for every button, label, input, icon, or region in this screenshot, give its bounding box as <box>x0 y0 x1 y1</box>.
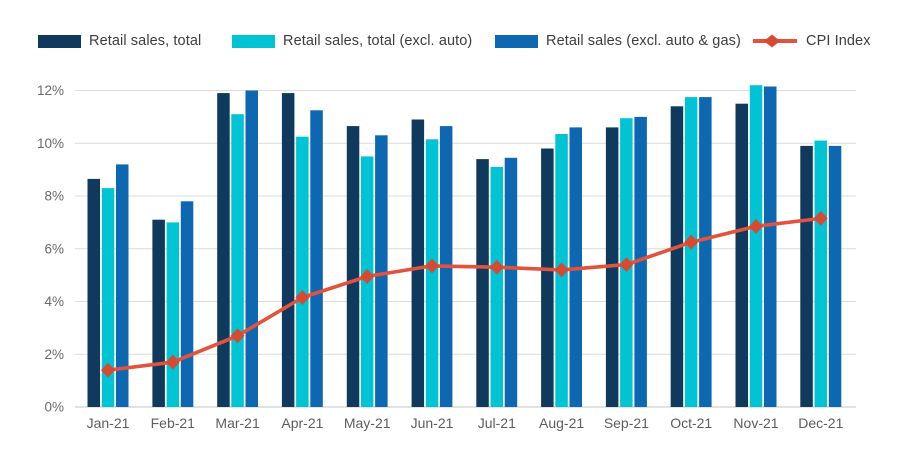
x-tick-label: Mar-21 <box>215 415 260 431</box>
bar-retail-total <box>411 119 425 407</box>
legend-item-retail-total: Retail sales, total <box>38 33 201 49</box>
bar-retail-excl-auto-gas <box>375 135 388 408</box>
bar-retail-total <box>800 145 813 407</box>
cpi-marker <box>295 290 310 306</box>
legend-item-retail-excl-auto-gas: Retail sales (excl. auto & gas) <box>495 33 741 49</box>
cpi-marker <box>619 257 634 273</box>
bar-retail-total <box>541 148 554 407</box>
bar-retail-total <box>476 159 489 407</box>
legend-item-retail-excl-auto: Retail sales, total (excl. auto) <box>232 33 472 49</box>
cpi-marker <box>230 328 245 344</box>
x-tick-label: Jul-21 <box>478 415 516 431</box>
bar-retail-excl-auto-gas <box>116 164 129 407</box>
cpi-marker <box>684 234 699 250</box>
bar-retail-excl-auto <box>296 136 309 407</box>
bar-retail-excl-auto-gas <box>245 90 258 407</box>
cpi-marker <box>165 354 180 370</box>
legend-label-retail-excl-auto-gas: Retail sales (excl. auto & gas) <box>546 33 741 49</box>
cpi-marker <box>101 362 115 378</box>
x-tick-label: Sep-21 <box>604 415 649 431</box>
legend-swatch-blue <box>495 34 538 48</box>
cpi-marker <box>360 268 375 284</box>
bar-retail-excl-auto-gas <box>634 116 647 408</box>
bar-retail-excl-auto-gas <box>828 145 842 407</box>
legend-swatch-cyan <box>232 34 275 48</box>
y-tick-label: 4% <box>44 294 64 309</box>
bar-retail-total <box>670 106 684 408</box>
bar-retail-total <box>735 103 748 407</box>
line-diamond-icon <box>752 34 798 48</box>
cpi-marker <box>749 218 763 234</box>
x-tick-label: Jun-21 <box>411 415 454 431</box>
x-tick-label: Aug-21 <box>539 415 584 431</box>
x-tick-label: Dec-21 <box>798 415 843 431</box>
bar-retail-excl-auto-gas <box>699 97 712 407</box>
bar-retail-excl-auto-gas <box>504 157 518 407</box>
bar-retail-total <box>152 219 165 407</box>
bar-retail-excl-auto-gas <box>310 110 323 408</box>
y-tick-label: 12% <box>37 83 64 98</box>
bar-retail-total <box>281 93 295 407</box>
bar-retail-excl-auto <box>166 222 180 407</box>
y-tick-label: 6% <box>44 241 64 256</box>
bar-retail-excl-auto <box>490 167 503 407</box>
legend-item-cpi-index: CPI Index <box>752 33 871 49</box>
bar-retail-total <box>217 93 230 407</box>
y-tick-label: 10% <box>37 136 64 151</box>
bar-retail-excl-auto <box>101 188 115 407</box>
cpi-marker <box>425 258 439 274</box>
legend-label-retail-total: Retail sales, total <box>89 33 202 49</box>
legend-swatch-navy <box>38 34 81 48</box>
cpi-line <box>106 216 823 372</box>
cpi-marker <box>554 262 569 278</box>
bar-retail-excl-auto <box>749 85 763 407</box>
cpi-marker <box>813 210 828 226</box>
legend-label-cpi-index: CPI Index <box>806 33 871 49</box>
bar-retail-excl-auto-gas <box>764 86 777 407</box>
x-tick-label: May-21 <box>344 415 391 431</box>
x-tick-label: Jan-21 <box>87 415 130 431</box>
y-tick-label: 0% <box>44 400 64 415</box>
x-tick-label: Feb-21 <box>151 415 196 431</box>
bar-retail-excl-auto <box>814 140 827 407</box>
bar-retail-excl-auto-gas <box>180 201 194 407</box>
x-tick-label: Apr-21 <box>281 415 323 431</box>
legend: Retail sales, total Retail sales, total … <box>0 0 900 60</box>
y-tick-label: 8% <box>44 189 64 204</box>
bar-retail-total <box>346 126 360 407</box>
cpi-marker <box>489 259 504 275</box>
bar-retail-excl-auto <box>684 97 698 407</box>
bar-retail-total <box>87 178 100 407</box>
x-tick-label: Oct-21 <box>670 415 712 431</box>
y-tick-label: 2% <box>44 347 64 362</box>
x-tick-label: Nov-21 <box>733 415 778 431</box>
legend-label-retail-excl-auto: Retail sales, total (excl. auto) <box>283 33 473 49</box>
bar-retail-excl-auto <box>231 114 244 407</box>
